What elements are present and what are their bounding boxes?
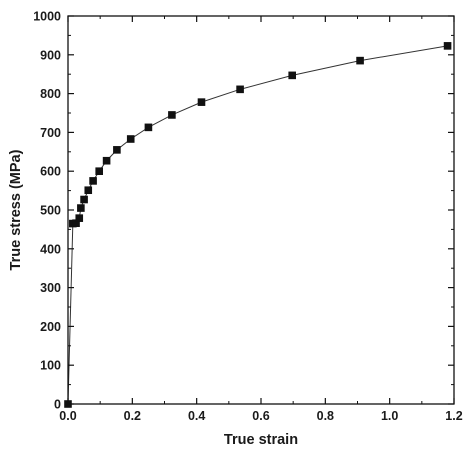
data-point bbox=[75, 214, 84, 222]
y-tick-label: 200 bbox=[40, 320, 61, 334]
y-tick-label: 100 bbox=[40, 359, 61, 373]
x-tick-label: 0.0 bbox=[59, 409, 76, 423]
data-point bbox=[168, 111, 176, 119]
x-tick-label: 1.0 bbox=[381, 409, 398, 423]
plot-frame bbox=[67, 15, 455, 405]
x-tick-label: 0.8 bbox=[317, 409, 334, 423]
y-tick-label: 800 bbox=[40, 87, 61, 101]
x-tick-label: 0.4 bbox=[188, 409, 205, 423]
x-axis-title: True strain bbox=[224, 432, 298, 448]
series-marker-layer bbox=[64, 42, 452, 408]
data-point bbox=[84, 186, 93, 195]
y-tick-label: 700 bbox=[40, 126, 61, 140]
data-point bbox=[288, 71, 297, 80]
data-point bbox=[95, 167, 104, 175]
y-tick-label: 0 bbox=[54, 398, 61, 412]
data-point bbox=[144, 123, 153, 132]
axes: 0.0 0.2 0.4 0.6 0.8 1.0 1.2 0 100 200 300 400 500 600… bbox=[33, 10, 463, 424]
data-point bbox=[72, 219, 80, 227]
y-tick-label: 300 bbox=[40, 281, 61, 295]
y-tick-label: 400 bbox=[40, 242, 61, 256]
data-point bbox=[77, 204, 85, 212]
data-point bbox=[126, 135, 135, 143]
x-tick-label: 0.2 bbox=[124, 409, 141, 423]
data-point bbox=[89, 177, 97, 185]
data-point bbox=[197, 98, 206, 106]
data-point bbox=[102, 156, 111, 165]
data-point bbox=[80, 195, 88, 204]
y-axis-title: True stress (MPa) bbox=[8, 149, 24, 270]
series-line bbox=[67, 45, 448, 405]
data-point bbox=[113, 146, 121, 154]
data-point bbox=[236, 85, 244, 94]
x-tick-label: 0.6 bbox=[252, 409, 269, 423]
y-tick-label: 900 bbox=[40, 48, 61, 62]
y-tick-label: 500 bbox=[40, 204, 61, 218]
y-tick-label: 600 bbox=[40, 165, 61, 179]
data-point bbox=[443, 42, 452, 50]
data-point bbox=[356, 56, 364, 65]
y-tick-label: 1000 bbox=[33, 10, 61, 24]
x-tick-label: 1.2 bbox=[445, 409, 462, 423]
series-line-layer bbox=[67, 45, 448, 405]
